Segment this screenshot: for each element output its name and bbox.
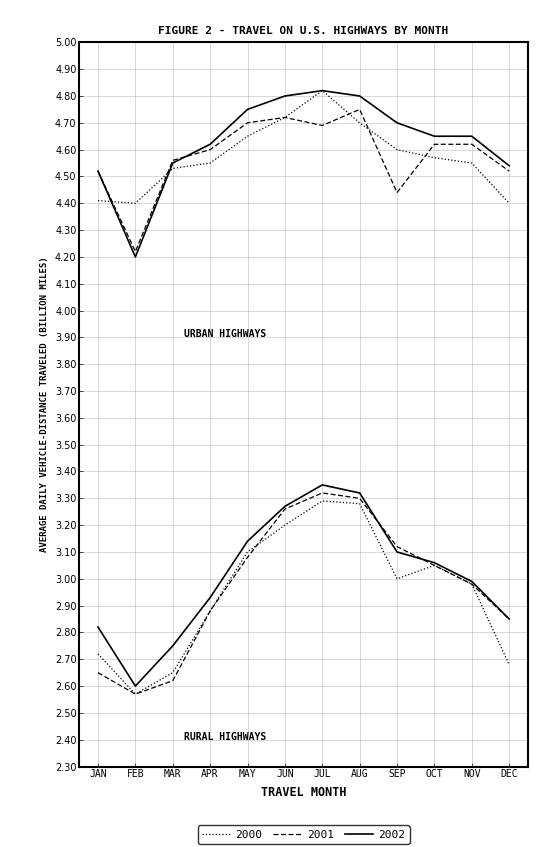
Legend: 2000, 2001, 2002: 2000, 2001, 2002 bbox=[197, 825, 410, 844]
Text: URBAN HIGHWAYS: URBAN HIGHWAYS bbox=[184, 329, 266, 340]
Y-axis label: AVERAGE DAILY VEHICLE-DISTANCE TRAVELED (BILLION MILES): AVERAGE DAILY VEHICLE-DISTANCE TRAVELED … bbox=[40, 257, 49, 552]
Title: FIGURE 2 - TRAVEL ON U.S. HIGHWAYS BY MONTH: FIGURE 2 - TRAVEL ON U.S. HIGHWAYS BY MO… bbox=[159, 26, 449, 36]
Text: RURAL HIGHWAYS: RURAL HIGHWAYS bbox=[184, 732, 266, 742]
X-axis label: TRAVEL MONTH: TRAVEL MONTH bbox=[261, 786, 346, 800]
